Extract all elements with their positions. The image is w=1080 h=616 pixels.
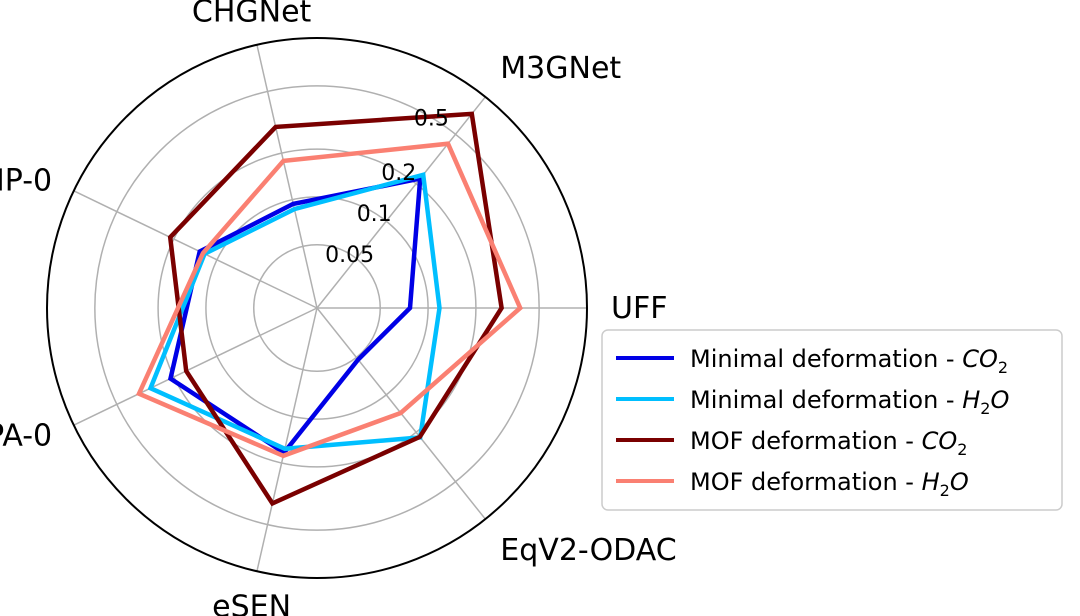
axis-label-eqv2-odac: EqV2-ODAC: [500, 533, 676, 568]
radar-labels: 0.05 0.1 0.2 0.5 UFF M3GNet CHGNet MACE-MP-0 MAC…: [0, 0, 677, 616]
radar-series: [136, 111, 523, 507]
legend-label-2: MOF deformation - CO2: [690, 427, 967, 459]
axis-label-chgnet: CHGNet: [192, 0, 312, 29]
legend-label-1: Minimal deformation - H2O: [690, 386, 1009, 418]
series-line-3: [136, 141, 523, 459]
spoke-3: [73, 190, 318, 309]
series-line-1: [147, 171, 442, 452]
radial-tick-label: 0.05: [325, 243, 374, 268]
legend-label-3: MOF deformation - H2O: [690, 468, 969, 500]
legend-box: [601, 329, 1063, 511]
legend: Minimal deformation - CO2 Minimal deforma…: [601, 329, 1063, 511]
spoke-4: [73, 307, 318, 426]
spoke-2: [256, 44, 318, 309]
outer-frame: [46, 37, 588, 579]
axis-label-esen: eSEN: [212, 590, 291, 616]
axis-label-mace-mpa-0: MACE-MPA-0: [0, 419, 52, 454]
axis-label-uff: UFF: [611, 291, 667, 326]
radial-tick-label: 0.2: [381, 161, 416, 186]
radar-grid: [46, 37, 588, 579]
radial-tick-label: 0.1: [357, 202, 392, 227]
axis-label-mace-mp-0: MACE-MP-0: [0, 163, 52, 198]
spoke-5: [256, 307, 318, 572]
spoke-1: [316, 96, 486, 309]
radial-tick-label: 0.5: [414, 107, 449, 132]
axis-label-m3gnet: M3GNet: [500, 51, 621, 86]
legend-label-0: Minimal deformation - CO2: [690, 345, 1008, 377]
